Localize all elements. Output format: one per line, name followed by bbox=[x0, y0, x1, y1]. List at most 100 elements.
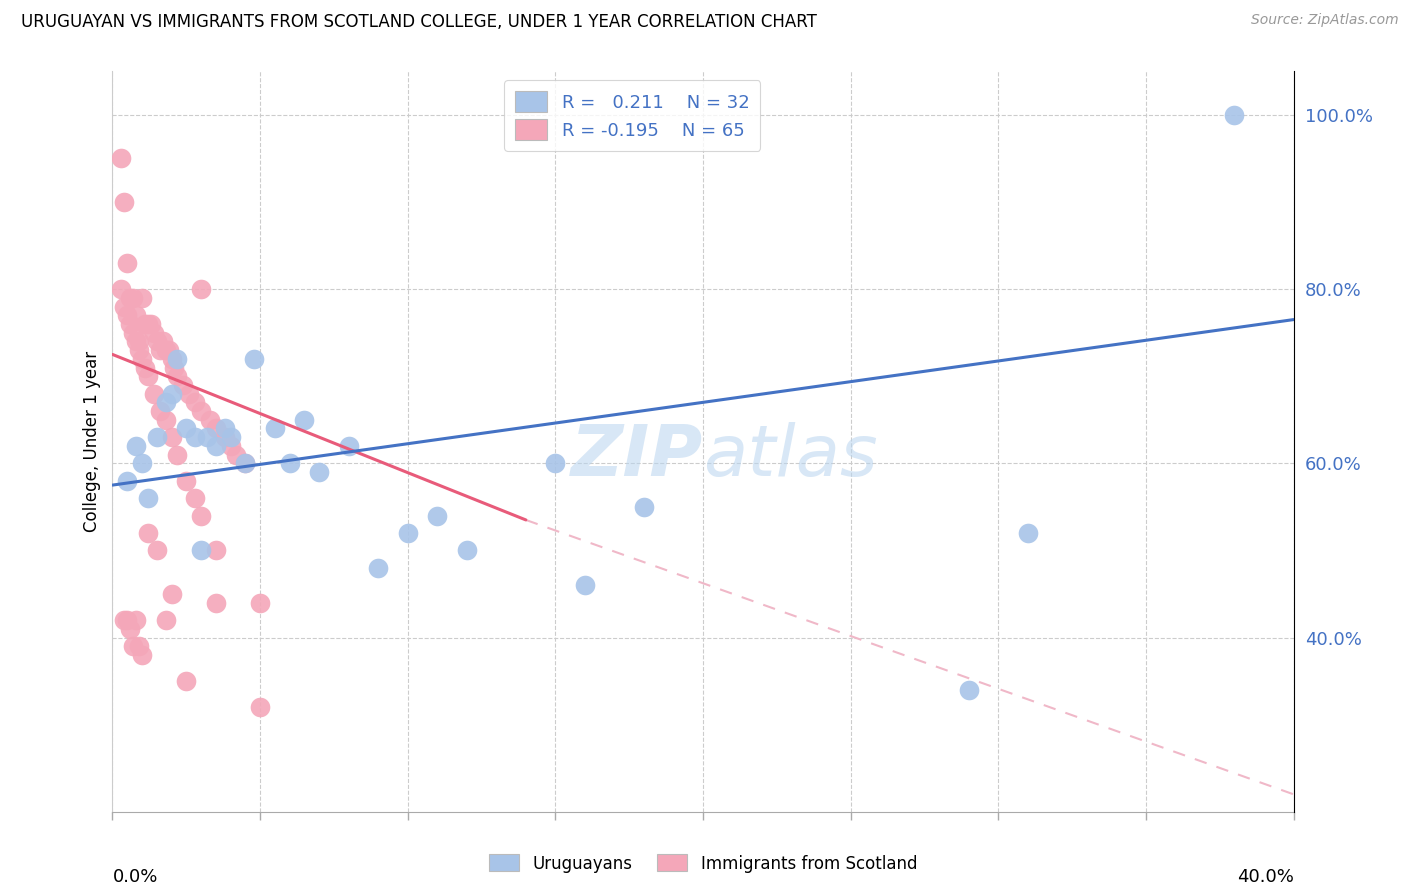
Point bbox=[214, 421, 236, 435]
Point bbox=[190, 404, 212, 418]
Point bbox=[249, 596, 271, 610]
Point bbox=[233, 456, 256, 470]
Point bbox=[131, 456, 153, 470]
Point bbox=[120, 622, 142, 636]
Point bbox=[125, 613, 148, 627]
Point bbox=[142, 386, 165, 401]
Point bbox=[166, 369, 188, 384]
Point bbox=[544, 456, 567, 470]
Point bbox=[134, 317, 156, 331]
Point bbox=[146, 430, 169, 444]
Point bbox=[219, 430, 242, 444]
Point bbox=[172, 378, 194, 392]
Point bbox=[136, 526, 159, 541]
Point bbox=[117, 308, 138, 322]
Point bbox=[160, 430, 183, 444]
Legend: Uruguayans, Immigrants from Scotland: Uruguayans, Immigrants from Scotland bbox=[482, 847, 924, 880]
Point bbox=[155, 343, 177, 357]
Point bbox=[396, 526, 419, 541]
Point bbox=[136, 369, 159, 384]
Text: 40.0%: 40.0% bbox=[1237, 868, 1294, 887]
Point bbox=[112, 194, 135, 209]
Point bbox=[205, 596, 228, 610]
Point bbox=[125, 308, 148, 322]
Text: ZIP: ZIP bbox=[571, 422, 703, 491]
Point bbox=[1223, 108, 1246, 122]
Point bbox=[233, 456, 256, 470]
Point bbox=[367, 561, 389, 575]
Point bbox=[131, 648, 153, 662]
Point bbox=[190, 508, 212, 523]
Point bbox=[146, 543, 169, 558]
Point bbox=[166, 351, 188, 366]
Point bbox=[574, 578, 596, 592]
Point bbox=[155, 613, 177, 627]
Point bbox=[117, 613, 138, 627]
Point bbox=[195, 430, 218, 444]
Point bbox=[149, 404, 172, 418]
Point bbox=[139, 317, 162, 331]
Point bbox=[125, 334, 148, 349]
Point bbox=[633, 500, 655, 514]
Point bbox=[122, 639, 145, 653]
Text: Source: ZipAtlas.com: Source: ZipAtlas.com bbox=[1251, 13, 1399, 28]
Point bbox=[155, 413, 177, 427]
Y-axis label: College, Under 1 year: College, Under 1 year bbox=[83, 351, 101, 533]
Point bbox=[179, 386, 201, 401]
Point bbox=[131, 291, 153, 305]
Point bbox=[152, 334, 174, 349]
Point bbox=[125, 439, 148, 453]
Point bbox=[136, 491, 159, 505]
Point bbox=[456, 543, 478, 558]
Point bbox=[205, 439, 228, 453]
Point bbox=[198, 413, 221, 427]
Point bbox=[112, 300, 135, 314]
Point bbox=[426, 508, 449, 523]
Point bbox=[205, 543, 228, 558]
Point bbox=[142, 326, 165, 340]
Point bbox=[110, 152, 132, 166]
Point bbox=[243, 351, 266, 366]
Point bbox=[163, 360, 186, 375]
Point bbox=[146, 334, 169, 349]
Text: URUGUAYAN VS IMMIGRANTS FROM SCOTLAND COLLEGE, UNDER 1 YEAR CORRELATION CHART: URUGUAYAN VS IMMIGRANTS FROM SCOTLAND CO… bbox=[21, 13, 817, 31]
Point bbox=[155, 395, 177, 409]
Point bbox=[128, 639, 150, 653]
Point bbox=[117, 256, 138, 270]
Point bbox=[292, 413, 315, 427]
Point bbox=[214, 430, 236, 444]
Point bbox=[184, 395, 207, 409]
Point bbox=[110, 282, 132, 296]
Point bbox=[190, 282, 212, 296]
Point bbox=[225, 448, 247, 462]
Point bbox=[134, 360, 156, 375]
Point bbox=[174, 674, 197, 689]
Point bbox=[160, 351, 183, 366]
Point bbox=[205, 421, 228, 435]
Text: atlas: atlas bbox=[703, 422, 877, 491]
Point bbox=[120, 291, 142, 305]
Point bbox=[166, 448, 188, 462]
Point bbox=[337, 439, 360, 453]
Point bbox=[264, 421, 287, 435]
Point bbox=[184, 430, 207, 444]
Legend: R =   0.211    N = 32, R = -0.195    N = 65: R = 0.211 N = 32, R = -0.195 N = 65 bbox=[503, 80, 761, 151]
Point bbox=[160, 587, 183, 601]
Point bbox=[122, 326, 145, 340]
Point bbox=[1017, 526, 1039, 541]
Point bbox=[128, 343, 150, 357]
Point bbox=[120, 317, 142, 331]
Point bbox=[219, 439, 242, 453]
Point bbox=[122, 291, 145, 305]
Point bbox=[136, 317, 159, 331]
Point bbox=[131, 351, 153, 366]
Point bbox=[157, 343, 180, 357]
Point bbox=[278, 456, 301, 470]
Point bbox=[957, 682, 980, 697]
Point bbox=[160, 386, 183, 401]
Point bbox=[184, 491, 207, 505]
Point bbox=[308, 465, 330, 479]
Point bbox=[174, 421, 197, 435]
Text: 0.0%: 0.0% bbox=[112, 868, 157, 887]
Point bbox=[149, 343, 172, 357]
